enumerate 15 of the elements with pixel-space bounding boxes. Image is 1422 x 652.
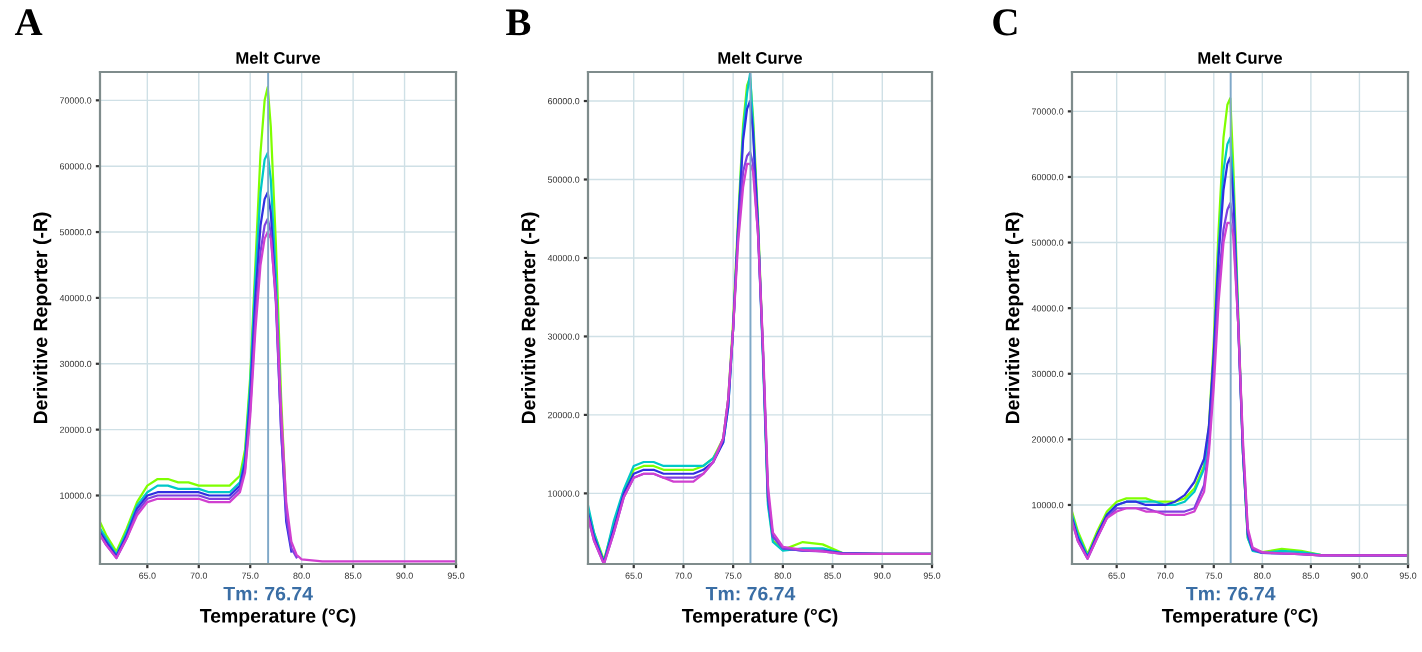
ref-line-label: Tm: 76.74 [1186,586,1276,601]
ref-line-label: Tm: 76.74 [705,586,796,601]
text: B [506,9,531,36]
x-axis-title: Temperature (°C) [1161,608,1318,627]
y-axis-title: Derivitive Reporter (-R) [521,212,540,424]
x-axis-title: Temperature (°C) [681,608,838,627]
y-axis-title: Derivitive Reporter (-R) [33,212,52,424]
ref-line-label: Tm: 76.74 [223,586,313,601]
x-axis-title: Temperature (°C) [199,608,356,627]
text: C [993,9,1017,36]
y-axis-title: Derivitive Reporter (-R) [1005,212,1024,424]
chart-title: Melt Curve [236,51,321,64]
text: A [14,9,43,36]
chart-title: Melt Curve [1198,51,1283,64]
chart-title: Melt Curve [718,51,803,64]
